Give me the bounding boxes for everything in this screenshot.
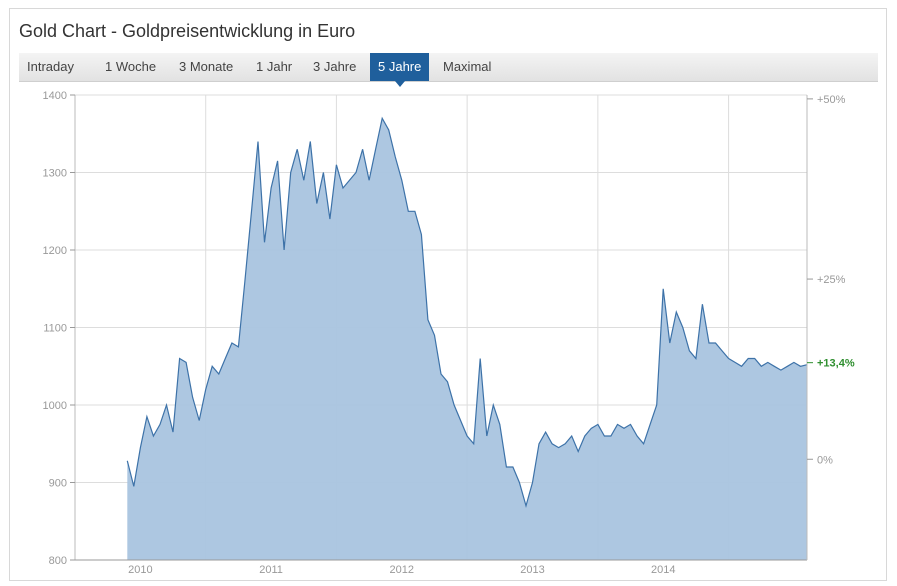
tab-5-jahre[interactable]: 5 Jahre xyxy=(370,53,430,87)
right-tick-label: +25% xyxy=(817,274,846,286)
y-tick-label: 1200 xyxy=(43,245,67,257)
x-tick-label: 2011 xyxy=(259,564,283,576)
y-tick-label: 1100 xyxy=(43,323,67,335)
y-tick-label: 900 xyxy=(49,478,67,490)
y-tick-label: 1300 xyxy=(43,168,67,180)
page-title: Gold Chart - Goldpreisentwicklung in Eur… xyxy=(19,21,356,41)
y-tick-label: 1000 xyxy=(43,400,67,412)
gold-price-chart: 800 900 1000 1100 1200 1300 1400 2010 2011 2012 20… xyxy=(43,90,855,576)
x-tick-label: 2013 xyxy=(520,564,544,576)
y-tick-label: 800 xyxy=(49,555,67,567)
price-line xyxy=(126,116,808,509)
x-tick-label: 2012 xyxy=(390,564,414,576)
y-tick-label: 1400 xyxy=(43,90,67,102)
x-tick-label: 2014 xyxy=(651,564,675,576)
tab-1-jahr[interactable]: 1 Jahr xyxy=(256,59,293,74)
x-tick-label: 2010 xyxy=(128,564,152,576)
current-change-label: +13,4% xyxy=(817,358,855,370)
tab-3-jahre[interactable]: 3 Jahre xyxy=(313,59,357,74)
tab-maximal[interactable]: Maximal xyxy=(443,59,492,74)
range-tabs: Intraday 1 Woche 3 Monate 1 Jahr 3 Jahre… xyxy=(19,53,878,87)
chart-panel: Gold Chart - Goldpreisentwicklung in Eur… xyxy=(9,8,887,581)
right-tick-label: 0% xyxy=(817,454,833,466)
tab-3-monate[interactable]: 3 Monate xyxy=(179,59,234,74)
right-tick-label: +50% xyxy=(817,94,846,106)
price-area xyxy=(127,118,808,561)
tab-intraday[interactable]: Intraday xyxy=(27,59,74,74)
tab-1-woche[interactable]: 1 Woche xyxy=(105,59,157,74)
